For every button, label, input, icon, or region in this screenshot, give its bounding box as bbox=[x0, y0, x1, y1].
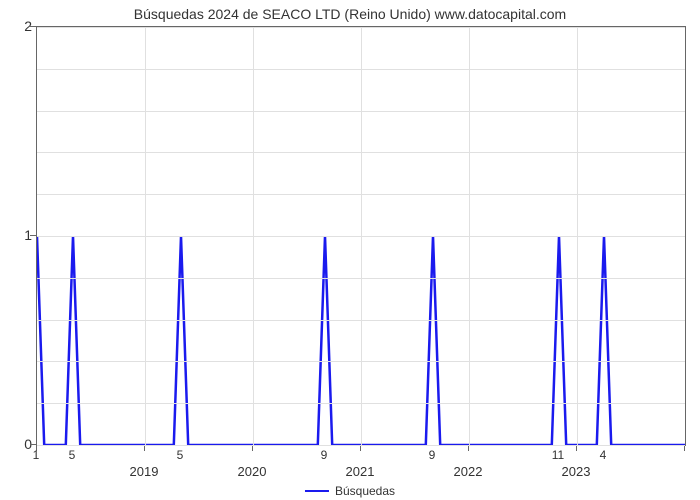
x-axis-year-label: 2023 bbox=[562, 464, 591, 479]
plot-area bbox=[36, 26, 686, 446]
x-axis-month-label: 4 bbox=[600, 448, 607, 462]
y-tick bbox=[30, 26, 36, 27]
x-axis-month-label: 9 bbox=[429, 448, 436, 462]
x-axis-month-label: 5 bbox=[177, 448, 184, 462]
x-axis-year-label: 2020 bbox=[238, 464, 267, 479]
x-tick bbox=[252, 446, 253, 451]
chart-container: Búsquedas 2024 de SEACO LTD (Reino Unido… bbox=[0, 0, 700, 500]
legend-label: Búsquedas bbox=[335, 484, 395, 498]
x-tick bbox=[144, 446, 145, 451]
x-tick bbox=[576, 446, 577, 451]
x-axis-month-label: 9 bbox=[321, 448, 328, 462]
x-axis-month-label: 1 bbox=[33, 448, 40, 462]
gridline-vertical bbox=[361, 27, 362, 445]
x-axis-year-label: 2021 bbox=[346, 464, 375, 479]
x-tick bbox=[468, 446, 469, 451]
x-axis-year-label: 2019 bbox=[130, 464, 159, 479]
gridline-vertical bbox=[577, 27, 578, 445]
gridline-vertical bbox=[469, 27, 470, 445]
legend: Búsquedas bbox=[305, 484, 395, 498]
x-axis-year-label: 2022 bbox=[454, 464, 483, 479]
gridline-horizontal bbox=[37, 445, 685, 446]
x-axis-month-label: 11 bbox=[552, 448, 564, 462]
chart-title: Búsquedas 2024 de SEACO LTD (Reino Unido… bbox=[0, 0, 700, 22]
x-tick bbox=[360, 446, 361, 451]
y-tick bbox=[30, 444, 36, 445]
x-axis-month-label: 5 bbox=[69, 448, 76, 462]
gridline-vertical bbox=[145, 27, 146, 445]
x-tick bbox=[684, 446, 685, 451]
legend-swatch bbox=[305, 490, 329, 493]
y-tick bbox=[30, 235, 36, 236]
gridline-vertical bbox=[253, 27, 254, 445]
